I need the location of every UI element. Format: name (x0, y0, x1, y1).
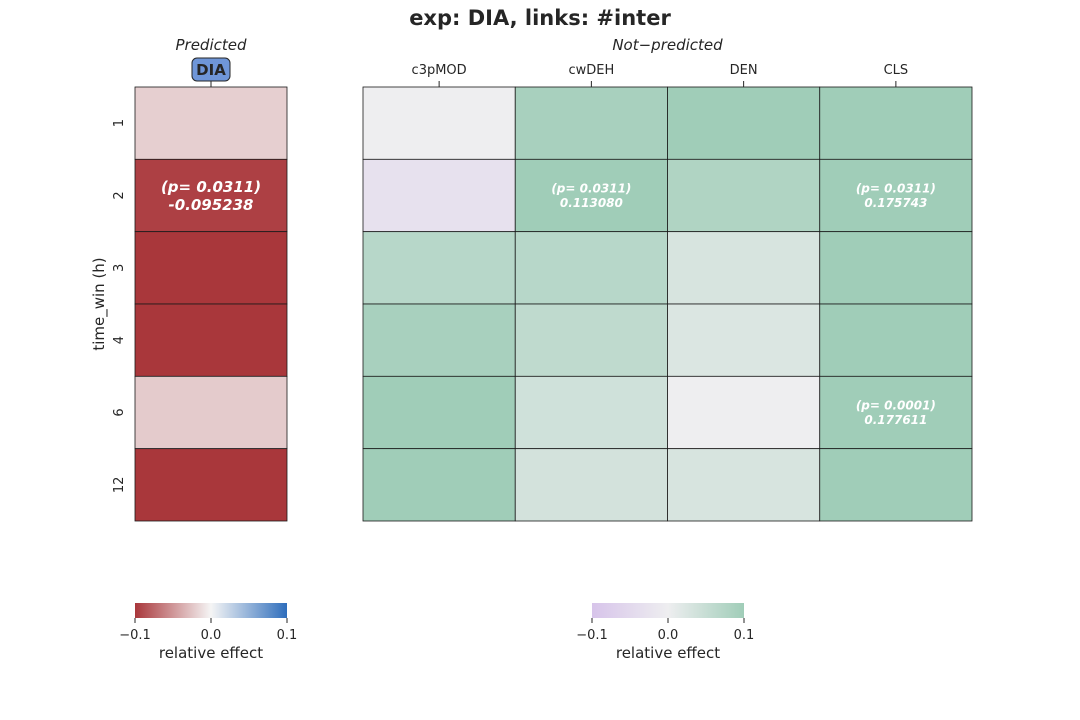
y-axis-label: time_win (h) (90, 257, 109, 350)
cell-value-annotation: 0.175743 (864, 196, 927, 210)
y-tick-label: 4 (112, 336, 127, 344)
colorbar-tick-label: −0.1 (576, 628, 608, 643)
heatmap-cell (362, 231, 516, 305)
heatmap-cell (134, 86, 288, 160)
y-tick-label: 12 (112, 477, 127, 494)
heatmap-cell (514, 303, 668, 377)
y-tick-label: 1 (112, 119, 127, 127)
cell-value-annotation: 0.113080 (560, 196, 623, 210)
predicted-panel-title: Predicted (175, 36, 246, 54)
cell-value-annotation: -0.095238 (169, 196, 254, 214)
heatmap-cell (134, 231, 288, 305)
heatmap-cell (514, 231, 668, 305)
colorbar-label: relative effect (616, 644, 720, 662)
x-tick-label: c3pMOD (412, 63, 467, 78)
cell-p-value-annotation: (p= 0.0311) (856, 182, 936, 196)
heatmap-cell (134, 158, 288, 233)
heatmap-cell (667, 375, 821, 450)
heatmap-cell (819, 375, 973, 450)
not-predicted-panel: Not−predicted c3pMOD cwDEH DEN CLS (p= 0.0311… (362, 36, 973, 522)
y-tick-label: 6 (112, 408, 127, 416)
not-predicted-colorbar (592, 603, 744, 618)
heatmap-cell (362, 375, 516, 450)
heatmap-cell (362, 448, 516, 522)
heatmap-cell (362, 303, 516, 377)
heatmap-cell (514, 448, 668, 522)
heatmap-cell (362, 158, 516, 233)
cell-value-annotation: 0.177611 (864, 413, 927, 427)
colorbar-tick-label: 0.1 (734, 628, 755, 643)
colorbar-label: relative effect (159, 644, 263, 662)
heatmap-cell (134, 303, 288, 377)
heatmap-cell (667, 231, 821, 305)
heatmap-cell (134, 375, 288, 450)
x-tick-label: CLS (884, 63, 909, 78)
highlight-label-box (191, 57, 231, 82)
chart-title: exp: DIA, links: #inter (409, 6, 671, 30)
x-tick-label: cwDEH (568, 63, 614, 78)
heatmap-cell (134, 448, 288, 522)
x-tick-label: DIA (196, 61, 226, 79)
heatmap-cell (667, 86, 821, 160)
cell-p-value-annotation: (p= 0.0001) (856, 399, 936, 413)
y-tick-label: 3 (112, 264, 127, 272)
heatmap-cell (819, 158, 973, 233)
heatmap-cell (667, 448, 821, 522)
heatmap-cell (667, 303, 821, 377)
colorbar-tick-label: 0.0 (658, 628, 679, 643)
heatmap-cell (362, 86, 516, 160)
colorbars: −0.1 0.0 0.1 relative effect −0.1 0.0 0.1 relat… (119, 603, 754, 662)
heatmap-cell (667, 158, 821, 233)
heatmap-cell (819, 448, 973, 522)
predicted-colorbar (135, 603, 287, 618)
heatmap-cell (514, 86, 668, 160)
cell-p-value-annotation: (p= 0.0311) (161, 178, 261, 196)
colorbar-tick-label: −0.1 (119, 628, 151, 643)
heatmap-cell (819, 231, 973, 305)
y-tick-label: 2 (112, 191, 127, 199)
cell-p-value-annotation: (p= 0.0311) (551, 182, 631, 196)
colorbar-tick-label: 0.1 (277, 628, 298, 643)
x-tick-label: DEN (730, 63, 758, 78)
heatmap-cell (819, 86, 973, 160)
heatmap-cell (514, 375, 668, 450)
colorbar-tick-label: 0.0 (201, 628, 222, 643)
not-predicted-panel-title: Not−predicted (612, 36, 723, 54)
heatmap-cell (819, 303, 973, 377)
